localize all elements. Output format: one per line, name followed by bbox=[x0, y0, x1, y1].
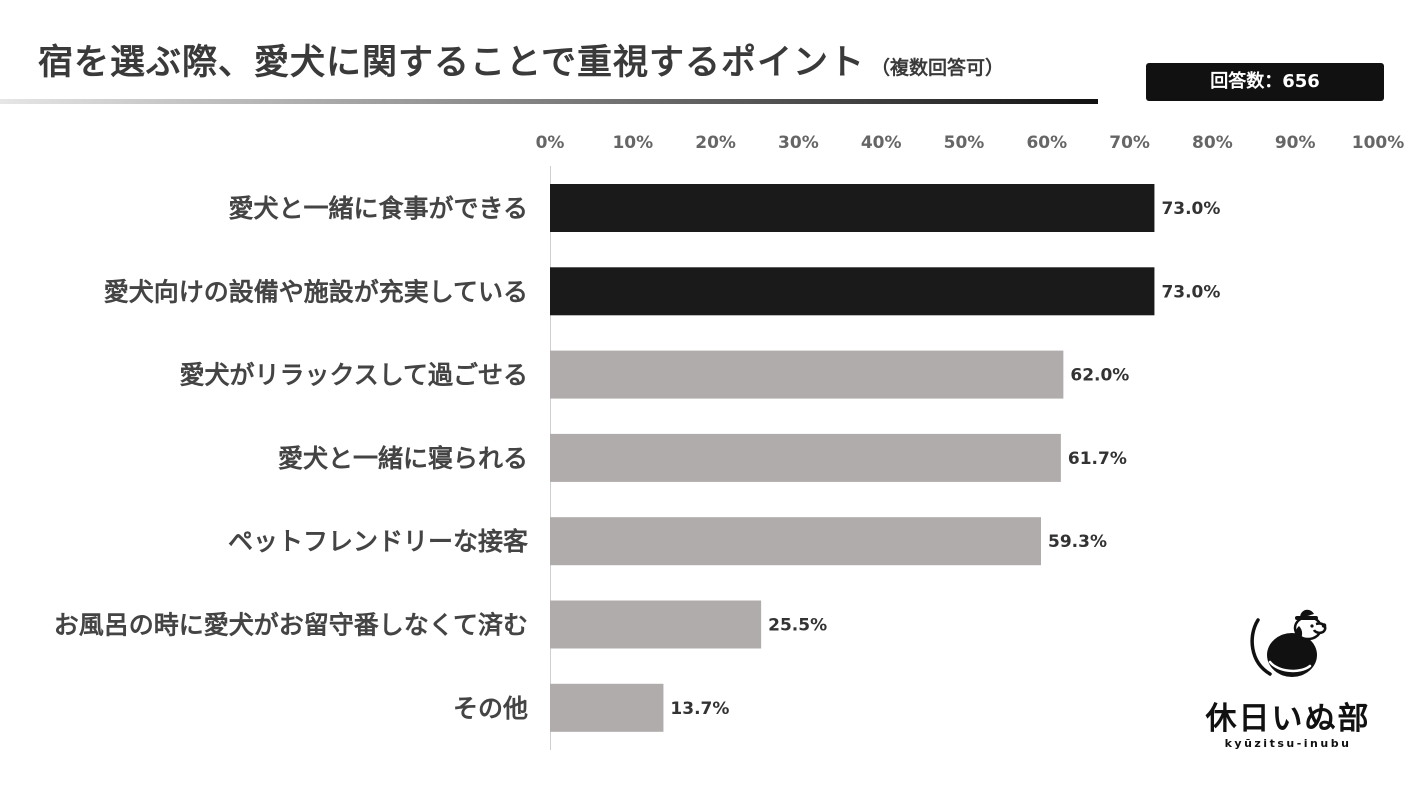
bar bbox=[550, 517, 1042, 566]
bar bbox=[550, 267, 1155, 316]
x-tick-label: 50% bbox=[944, 133, 985, 153]
logo-subtitle: kyūzitsu-inubu bbox=[1224, 737, 1352, 750]
x-tick-label: 90% bbox=[1275, 133, 1316, 153]
title-note: （複数回答可） bbox=[870, 57, 1004, 79]
value-label: 73.0% bbox=[1161, 199, 1220, 219]
x-tick-label: 100% bbox=[1352, 133, 1405, 153]
category-label: 愛犬向けの設備や施設が充実している bbox=[104, 277, 528, 306]
x-tick-label: 30% bbox=[778, 133, 819, 153]
x-tick-label: 0% bbox=[536, 133, 565, 153]
title-main: 宿を選ぶ際、愛犬に関することで重視するポイント bbox=[38, 43, 865, 83]
bar bbox=[550, 350, 1064, 399]
chart-title: 宿を選ぶ際、愛犬に関することで重視するポイント （複数回答可） bbox=[38, 34, 1004, 85]
category-label: ペットフレンドリーな接客 bbox=[228, 527, 528, 556]
x-tick-label: 70% bbox=[1109, 133, 1150, 153]
category-label: お風呂の時に愛犬がお留守番しなくて済む bbox=[54, 611, 528, 640]
category-label: その他 bbox=[453, 694, 528, 723]
value-label: 61.7% bbox=[1068, 449, 1127, 469]
category-label: 愛犬と一緒に寝られる bbox=[278, 444, 528, 473]
bar bbox=[550, 184, 1155, 232]
brand-logo: 休日いぬ部 kyūzitsu-inubu bbox=[1196, 600, 1376, 760]
value-label: 13.7% bbox=[670, 699, 729, 719]
value-label: 62.0% bbox=[1070, 366, 1129, 386]
value-label: 73.0% bbox=[1161, 282, 1220, 302]
category-label: 愛犬と一緒に食事ができる bbox=[228, 194, 528, 223]
x-tick-label: 40% bbox=[861, 133, 902, 153]
title-underline bbox=[0, 99, 1098, 104]
bar bbox=[550, 600, 762, 649]
value-label: 25.5% bbox=[768, 616, 827, 636]
category-label: 愛犬がリラックスして過ごせる bbox=[179, 361, 528, 390]
x-tick-label: 10% bbox=[612, 133, 653, 153]
x-tick-label: 20% bbox=[695, 133, 736, 153]
logo-name: 休日いぬ部 bbox=[1205, 701, 1371, 737]
x-tick-label: 60% bbox=[1026, 133, 1067, 153]
response-count-badge: 回答数：656 bbox=[1146, 63, 1384, 101]
dog-icon bbox=[1250, 609, 1327, 677]
value-label: 59.3% bbox=[1048, 532, 1107, 552]
bar bbox=[550, 433, 1061, 482]
bar bbox=[550, 683, 664, 732]
x-tick-label: 80% bbox=[1192, 133, 1233, 153]
